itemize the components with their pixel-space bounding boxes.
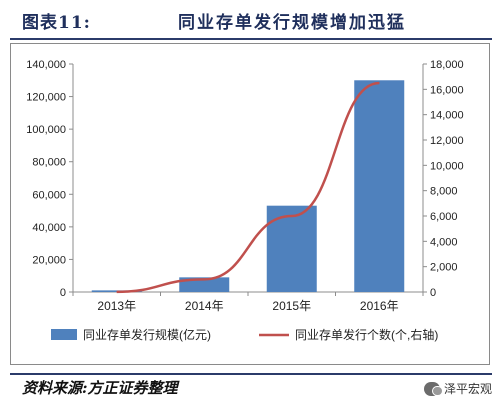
left-tick-label: 120,000 bbox=[26, 92, 66, 104]
right-tick-label: 10,000 bbox=[430, 160, 464, 172]
chart-svg: 0 20,000 40,000 60,000 80,000 100,000 120,000 1… bbox=[26, 59, 464, 342]
line-point-2 bbox=[203, 278, 205, 280]
bar-4 bbox=[354, 80, 405, 293]
right-tick-label: 12,000 bbox=[430, 135, 464, 147]
left-tick-label: 20,000 bbox=[32, 254, 66, 266]
watermark-text: 泽平宏观 bbox=[443, 382, 492, 396]
right-tick-label: 8,000 bbox=[430, 186, 458, 198]
legend-bar-label: 同业存单发行规模(亿元) bbox=[83, 327, 211, 342]
right-tick-label: 16,000 bbox=[430, 84, 464, 96]
left-tick-label: 0 bbox=[60, 287, 66, 299]
left-tick-label: 60,000 bbox=[32, 189, 66, 201]
right-tick-label: 18,000 bbox=[430, 59, 464, 71]
line-point-3 bbox=[291, 215, 293, 217]
wechat-icon bbox=[423, 381, 443, 396]
series-line bbox=[116, 81, 380, 294]
figure-header: 图表11: 同业存单发行规模增加迅猛 bbox=[0, 0, 500, 38]
left-tick-label: 80,000 bbox=[32, 157, 66, 169]
right-tick-label: 0 bbox=[430, 287, 436, 299]
source-note: 资料来源:方正证券整理 bbox=[22, 379, 178, 397]
watermark: 泽平宏观 bbox=[423, 380, 492, 397]
x-tick-label: 2016年 bbox=[360, 299, 399, 313]
source-divider bbox=[10, 373, 492, 375]
left-tick-label: 40,000 bbox=[32, 222, 66, 234]
right-tick-label: 2,000 bbox=[430, 262, 458, 274]
bar-2 bbox=[179, 277, 230, 292]
right-tick-label: 6,000 bbox=[430, 211, 458, 223]
right-tick-label: 14,000 bbox=[430, 110, 464, 122]
bar-3 bbox=[266, 205, 317, 292]
figure-title: 同业存单发行规模增加迅猛 bbox=[178, 13, 406, 33]
left-tick-label: 100,000 bbox=[26, 124, 66, 136]
legend-line-label: 同业存单发行个数(个,右轴) bbox=[295, 327, 438, 342]
line-point-1 bbox=[116, 291, 118, 293]
chart-frame: 0 20,000 40,000 60,000 80,000 100,000 120,000 1… bbox=[10, 43, 490, 365]
x-tick-label: 2013年 bbox=[97, 299, 136, 313]
legend-bar-swatch bbox=[51, 329, 77, 340]
x-tick-label: 2015年 bbox=[272, 299, 311, 313]
x-tick-label: 2014年 bbox=[185, 299, 224, 313]
right-tick-label: 4,000 bbox=[430, 236, 458, 248]
figure-label: 图表11: bbox=[22, 13, 91, 33]
left-tick-label: 140,000 bbox=[26, 59, 66, 71]
line-point-4 bbox=[378, 82, 380, 84]
title-divider bbox=[10, 38, 492, 40]
